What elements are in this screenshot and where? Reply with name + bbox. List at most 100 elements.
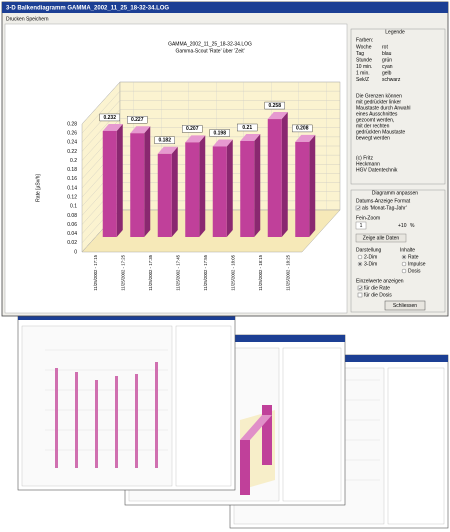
bar-top bbox=[212, 139, 233, 147]
checkbox-label: für die Dosis bbox=[364, 292, 392, 298]
check-mark bbox=[358, 286, 362, 290]
label: Datums-Anzeige Format bbox=[356, 198, 411, 204]
button-label: Schliessen bbox=[393, 303, 417, 309]
bar-side bbox=[309, 134, 316, 237]
bar bbox=[130, 133, 145, 237]
help-text: eines Ausschnittes bbox=[356, 111, 398, 117]
x-tick-label: 11/25/2002 - 17:15 bbox=[93, 254, 98, 290]
close-button[interactable] bbox=[384, 300, 426, 311]
y-tick-label: 0.1 bbox=[70, 204, 77, 210]
grid-line bbox=[81, 91, 121, 134]
show-all-button[interactable] bbox=[355, 233, 407, 243]
copyright-text: Heckmann bbox=[356, 161, 380, 167]
help-text: mit gedrückter linker bbox=[356, 99, 401, 105]
checkbox-label: als 'Monat-Tag-Jahr' bbox=[362, 205, 407, 211]
controls-box bbox=[350, 189, 446, 313]
chart-title: GAMMA_2002_11_25_18-32-34.LOG bbox=[168, 41, 252, 47]
y-tick-label: 0.12 bbox=[67, 194, 77, 200]
legend-color: blau bbox=[382, 51, 392, 57]
radio[interactable] bbox=[401, 261, 407, 267]
value-label: 0.227 bbox=[131, 117, 144, 123]
spin-value: 1 bbox=[360, 223, 363, 229]
legend-color: rot bbox=[382, 44, 388, 50]
x-tick-label: 11/25/2002 - 18:05 bbox=[230, 254, 235, 290]
legend-heading: Farben: bbox=[356, 37, 373, 43]
y-tick-label: 0.28 bbox=[67, 121, 77, 127]
controls-title: Diagramm anpassen bbox=[372, 190, 418, 196]
checkbox[interactable] bbox=[357, 292, 363, 298]
legend-name: Tag bbox=[356, 51, 364, 57]
legend-name: 1 min. bbox=[356, 70, 370, 76]
y-axis-label: Rate [µSv/h] bbox=[35, 174, 41, 202]
window-title: 3-D Balkendiagramm GAMMA_2002_11_25_18-3… bbox=[6, 6, 169, 12]
spin-box[interactable] bbox=[355, 221, 367, 230]
help-text: Die Grenzen können bbox=[356, 93, 402, 99]
label: Einzelwerte anzeigen bbox=[356, 278, 404, 284]
label: Inhalte bbox=[400, 247, 415, 253]
bar bbox=[102, 130, 117, 237]
y-tick-label: 0.02 bbox=[67, 240, 77, 246]
help-text: Maustaste durch Anwahl bbox=[356, 105, 410, 111]
menu-item[interactable]: Speichern bbox=[26, 16, 49, 22]
legend-color: grün bbox=[382, 57, 392, 63]
x-tick-label: 11/25/2002 - 18:25 bbox=[285, 254, 290, 290]
bar-top bbox=[157, 146, 178, 154]
legend-box bbox=[350, 28, 446, 185]
checkbox-label: für die Rate bbox=[364, 285, 390, 291]
value-label-box bbox=[209, 129, 230, 137]
y-tick-label: 0.06 bbox=[67, 222, 77, 228]
button-label: Zeige alle Daten bbox=[363, 235, 400, 241]
radio[interactable] bbox=[357, 254, 363, 260]
legend-color: gelb bbox=[382, 70, 392, 76]
legend-color: cyan bbox=[382, 64, 393, 70]
y-tick-label: 0.08 bbox=[67, 213, 77, 219]
bar-top bbox=[295, 134, 316, 142]
radio[interactable] bbox=[401, 268, 407, 274]
copyright-text: HGV Datentechnik bbox=[356, 167, 398, 173]
checkbox[interactable] bbox=[355, 205, 361, 211]
y-tick-label: 0.24 bbox=[67, 140, 77, 146]
bar bbox=[267, 119, 282, 237]
bar-top bbox=[267, 112, 288, 120]
value-label-box bbox=[292, 124, 313, 133]
legend-name: 10 min. bbox=[356, 64, 372, 70]
value-label-box bbox=[154, 136, 175, 145]
bar bbox=[240, 141, 255, 237]
bar-top bbox=[185, 135, 206, 143]
x-tick-label: 11/25/2002 - 18:15 bbox=[258, 254, 263, 290]
bar-top bbox=[240, 134, 261, 141]
bar-side bbox=[199, 135, 206, 237]
radio-label: 2-Dim bbox=[364, 254, 377, 260]
legend-name: Stunde bbox=[356, 57, 372, 63]
value-label: 0.182 bbox=[158, 138, 171, 144]
legend-name: Woche bbox=[356, 44, 372, 50]
bar-side bbox=[281, 112, 288, 237]
x-tick-label: 11/25/2002 - 17:55 bbox=[203, 254, 208, 290]
value-label-box bbox=[237, 123, 258, 132]
radio-label: Impulse bbox=[408, 261, 426, 267]
bar-side bbox=[254, 134, 261, 237]
bar-top bbox=[130, 126, 151, 134]
bar-side bbox=[116, 123, 123, 237]
help-text: mit der rechten bbox=[356, 123, 390, 129]
y-tick-label: 0.26 bbox=[67, 130, 77, 136]
label: Fein-Zoom bbox=[356, 215, 380, 221]
y-tick-label: 0.04 bbox=[67, 231, 77, 237]
menu-item[interactable]: Drucken bbox=[6, 16, 25, 22]
legend-name: Sek/Z bbox=[356, 77, 369, 83]
bar-side bbox=[144, 126, 151, 237]
value-label: 0.21 bbox=[242, 125, 252, 131]
help-text: bewegt werden bbox=[356, 135, 390, 141]
help-text: gezoomt werden, bbox=[356, 117, 394, 123]
x-tick-label: 11/25/2002 - 17:35 bbox=[148, 254, 153, 290]
grid-line bbox=[81, 81, 121, 125]
value-label: 0.208 bbox=[296, 126, 309, 132]
help-text: gedrückten Maustaste bbox=[356, 129, 405, 135]
value-label: 0.232 bbox=[103, 115, 116, 121]
y-tick-label: 0 bbox=[74, 249, 77, 255]
x-tick-label: 11/25/2002 - 17:45 bbox=[175, 254, 180, 290]
checkbox[interactable] bbox=[357, 285, 363, 291]
zoom-step: +10 bbox=[398, 223, 407, 229]
legend-color: schwarz bbox=[382, 77, 401, 83]
